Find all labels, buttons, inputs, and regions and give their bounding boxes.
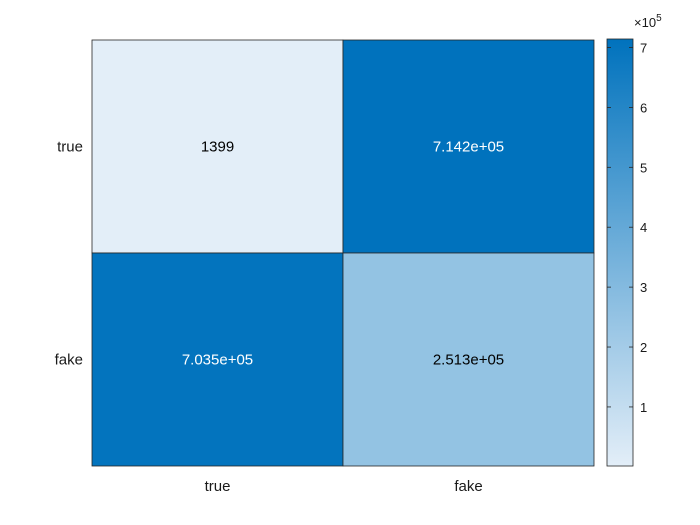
y-axis-tick-labels: true fake [55, 139, 83, 369]
colorbar-tick-label-1: 2 [640, 340, 647, 355]
colorbar-tick-label-5: 6 [640, 100, 647, 115]
colorbar: 1 2 3 4 5 6 7 [606, 38, 647, 467]
heatmap-cell-r1-c0 [91, 252, 344, 467]
cell-value-label-r0-c1: 7.142e+05 [433, 139, 504, 156]
heatmap-cell-r0-c1 [342, 39, 595, 254]
cell-value-label-r1-c0: 7.035e+05 [182, 352, 253, 369]
heatmap-cell-r0-c0 [91, 39, 344, 254]
colorbar-tick-label-3: 4 [640, 220, 647, 235]
x-tick-label-1: fake [454, 478, 482, 495]
y-tick-label-0: true [57, 139, 83, 156]
x-axis-tick-labels: true fake [205, 478, 483, 495]
colorbar-tick-label-0: 1 [640, 400, 647, 415]
cell-value-label-r0-c0: 1399 [201, 139, 234, 156]
colorbar-tick-label-6: 7 [640, 41, 647, 56]
colorbar-tick-label-2: 3 [640, 280, 647, 295]
x-tick-label-0: true [205, 478, 231, 495]
cell-value-label-r1-c1: 2.513e+05 [433, 352, 504, 369]
heatmap-cell-r1-c1 [342, 252, 595, 467]
colorbar-gradient [606, 38, 634, 467]
y-tick-label-1: fake [55, 352, 83, 369]
colorbar-tick-label-4: 5 [640, 160, 647, 175]
colorbar-multiplier: ×105 [634, 13, 662, 30]
heatmap-cells: 1399 7.142e+05 7.035e+05 2.513e+05 [91, 39, 595, 467]
